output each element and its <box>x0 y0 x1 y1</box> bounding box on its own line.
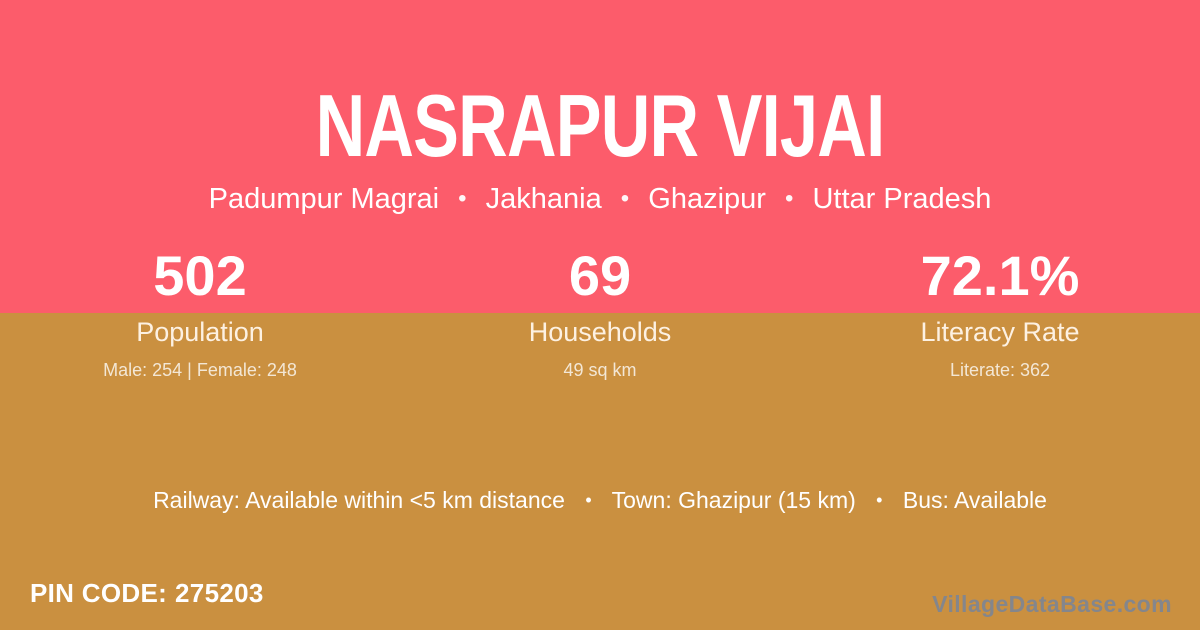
pin-code-value: 275203 <box>175 578 264 608</box>
stat-households: 69 Households 49 sq km <box>400 247 800 381</box>
population-label: Population <box>136 317 264 347</box>
header-band <box>0 0 1200 313</box>
stats-row: 502 Population Male: 254 | Female: 248 6… <box>0 247 1200 381</box>
town-info: Town: Ghazipur (15 km) <box>611 487 856 513</box>
breadcrumb-item-district: Ghazipur <box>648 183 766 215</box>
stat-population: 502 Population Male: 254 | Female: 248 <box>0 247 400 381</box>
households-value: 69 <box>568 244 632 307</box>
pin-code: PIN CODE: 275203 <box>30 578 264 609</box>
households-label: Households <box>528 317 672 347</box>
households-detail: 49 sq km <box>563 359 637 380</box>
bullet-separator-icon: • <box>458 185 467 212</box>
literacy-label: Literacy Rate <box>920 317 1080 347</box>
brand-watermark: VillageDataBase.com <box>932 591 1172 617</box>
railway-info: Railway: Available within <5 km distance <box>153 487 565 513</box>
literacy-detail: Literate: 362 <box>949 359 1051 380</box>
breadcrumb-item-panchayat: Padumpur Magrai <box>208 183 440 215</box>
village-title: NASRAPUR VIJAI <box>315 76 886 175</box>
population-value: 502 <box>153 244 247 307</box>
literacy-value: 72.1% <box>920 244 1080 307</box>
breadcrumb-item-block: Jakhania <box>485 183 602 215</box>
details-band <box>0 313 1200 630</box>
pin-code-label: PIN CODE: <box>30 578 168 608</box>
bullet-separator-icon: • <box>620 185 630 212</box>
amenities-line: Railway: Available within <5 km distance… <box>0 487 1200 514</box>
bus-info: Bus: Available <box>902 487 1047 513</box>
population-detail: Male: 254 | Female: 248 <box>103 359 297 380</box>
breadcrumb: Padumpur Magrai • Jakhania • Ghazipur • … <box>0 183 1200 216</box>
stat-literacy-rate: 72.1% Literacy Rate Literate: 362 <box>800 247 1200 381</box>
breadcrumb-item-state: Uttar Pradesh <box>812 183 992 215</box>
bullet-separator-icon: • <box>785 185 794 212</box>
bullet-separator-icon: • <box>585 490 592 510</box>
bullet-separator-icon: • <box>876 490 883 510</box>
